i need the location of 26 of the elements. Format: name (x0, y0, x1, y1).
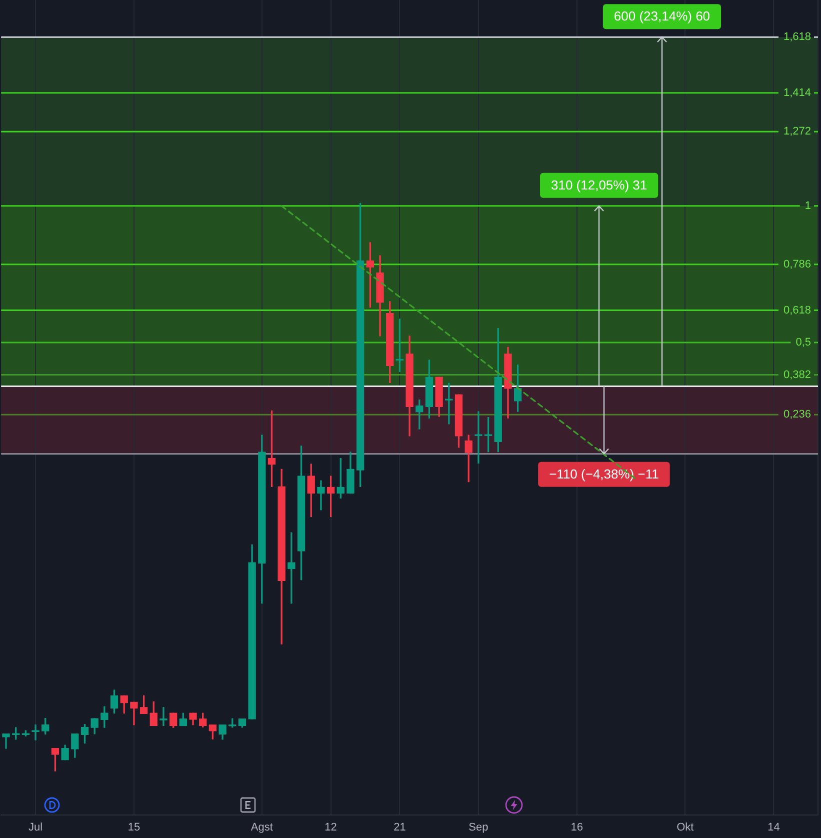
candlestick (2, 734, 10, 749)
y-tick-label: 1,414 (783, 86, 811, 99)
y-tick-label: 1,618 (783, 31, 811, 44)
x-tick-label: 15 (128, 822, 140, 834)
annotation: −110 (−4,38%) −11 (549, 466, 659, 482)
annotation: 600 (23,14%) 60 (614, 8, 710, 24)
y-tick-label: 1,272 (783, 126, 811, 138)
y-tick-label: 0,618 (783, 304, 811, 316)
x-tick-label: Sep (468, 822, 488, 834)
y-tick-label: 0,5 (796, 336, 811, 349)
x-tick-label: 16 (570, 822, 583, 834)
y-tick-label: 0,786 (783, 258, 811, 270)
y-tick-label: 1 (804, 200, 811, 212)
y-tick-label: 0,382 (783, 368, 811, 381)
x-tick-label: Jul (28, 822, 43, 834)
annotation: 310 (12,05%) 31 (551, 178, 648, 193)
candlestick (474, 411, 482, 464)
candlestick (288, 532, 296, 604)
x-tick-label: 12 (324, 822, 337, 834)
x-tick-label: Okt (676, 822, 694, 834)
x-tick-label: 21 (394, 822, 406, 834)
candlestick (160, 707, 168, 726)
x-tick-label: Agst (250, 822, 273, 834)
x-tick-label: 14 (768, 822, 780, 834)
candlestick (317, 480, 325, 510)
y-tick-label: 0,236 (783, 408, 811, 421)
